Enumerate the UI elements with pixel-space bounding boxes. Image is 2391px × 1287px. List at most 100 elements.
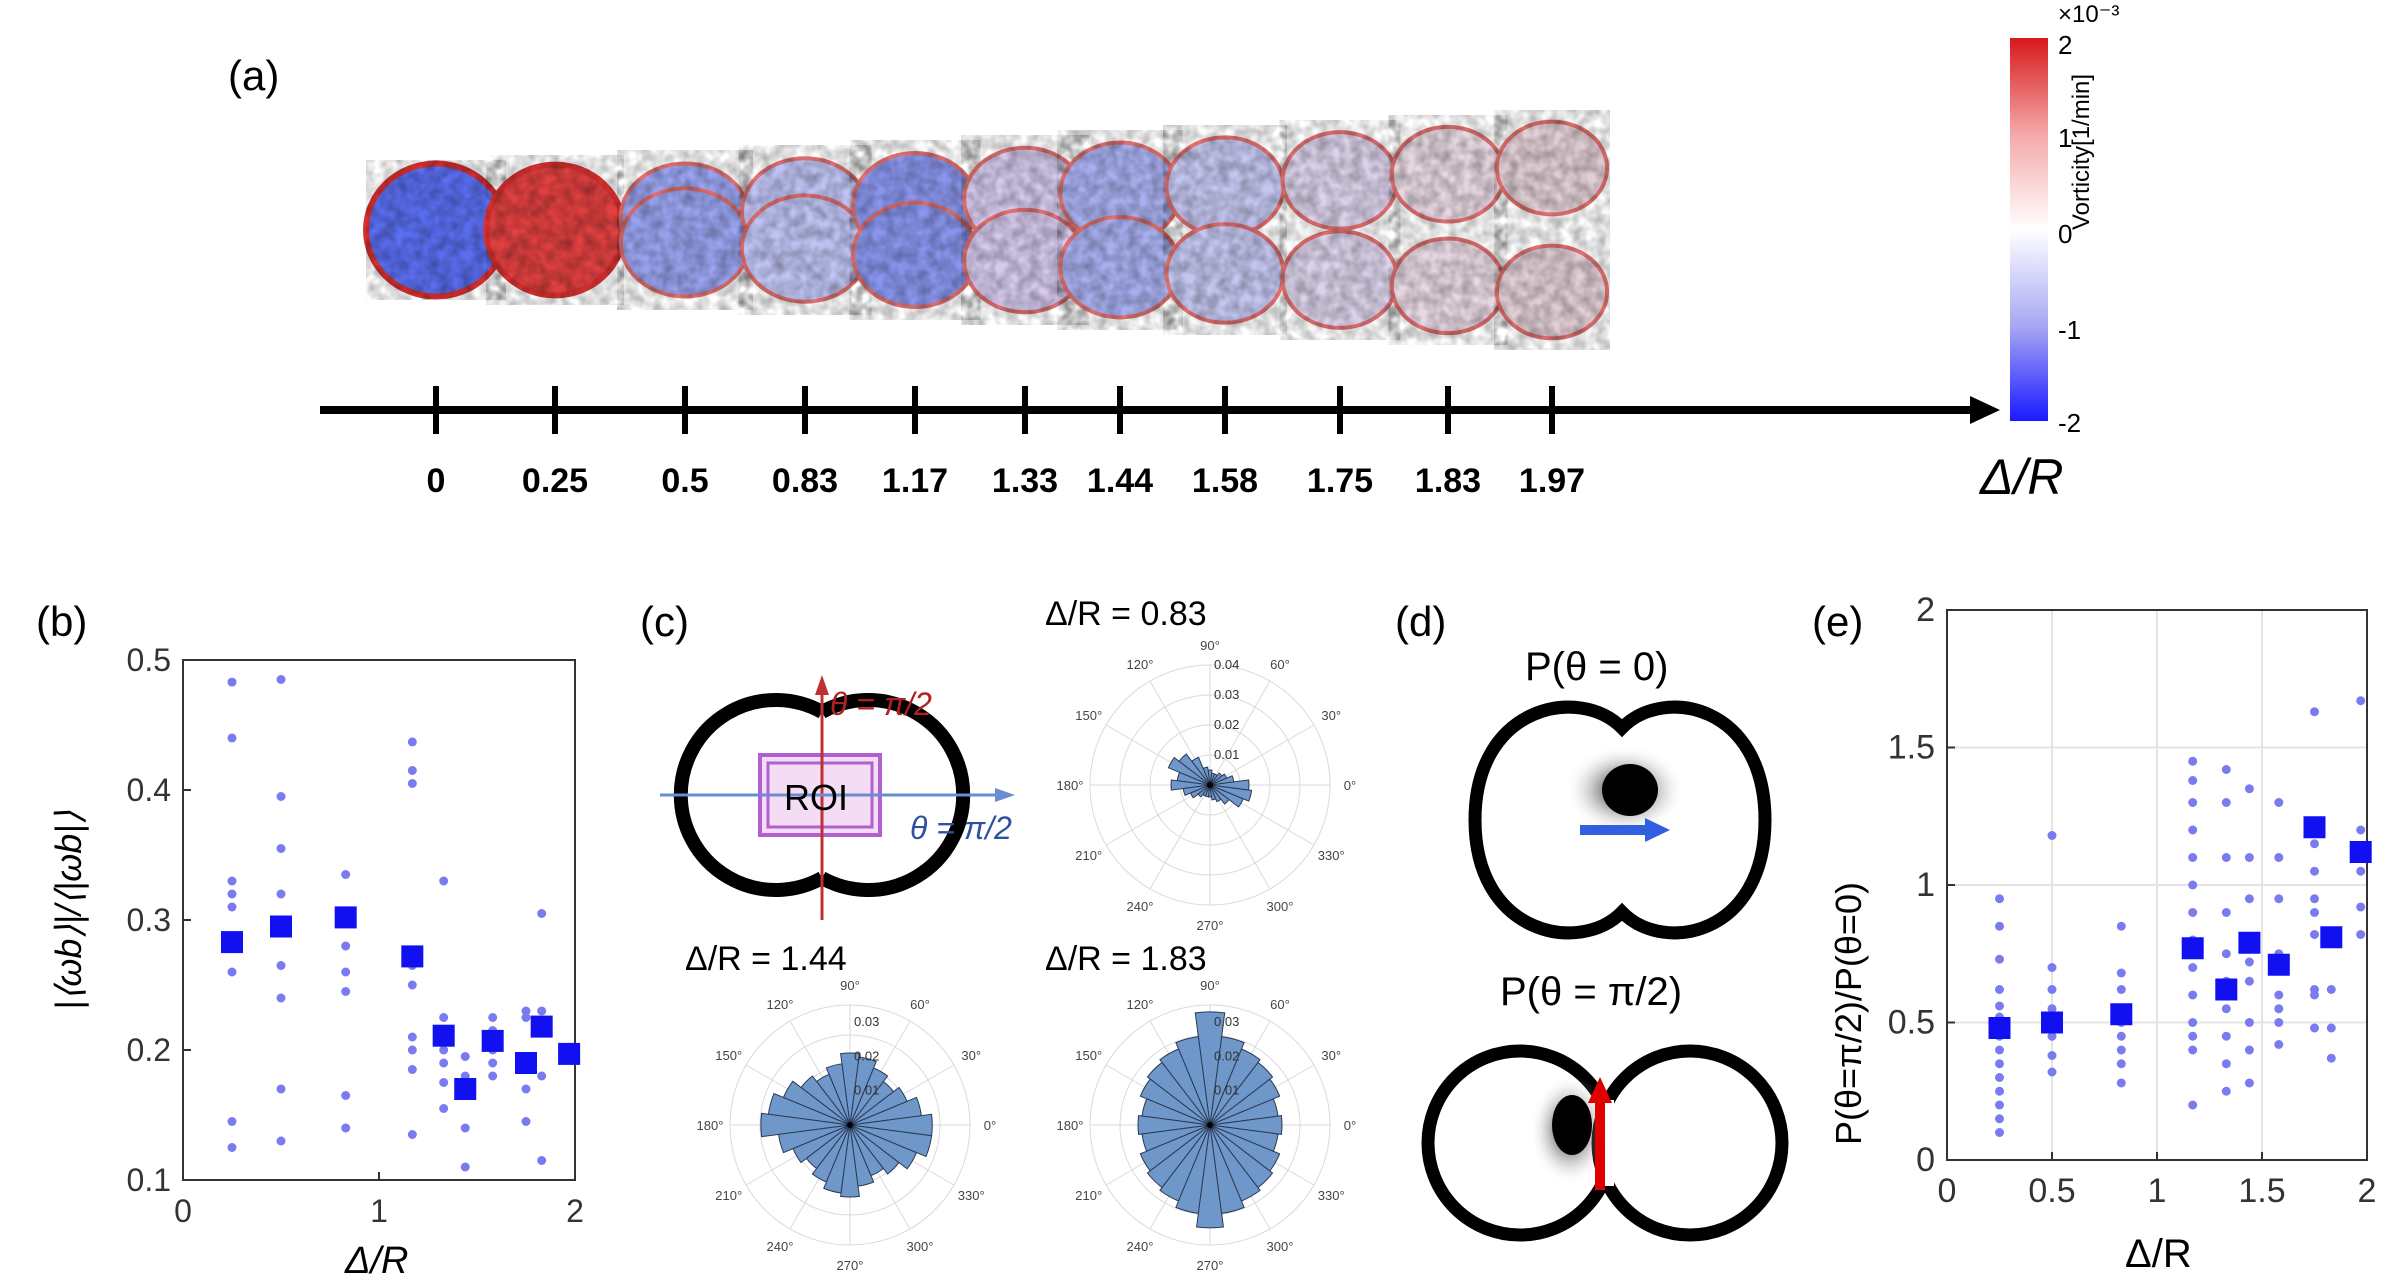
mean-point [334,906,357,929]
data-point [2047,1031,2057,1041]
mean-point [454,1078,477,1100]
data-point [2188,798,2198,807]
x-tick-label: 1.5 [2238,1172,2285,1210]
y-tick-label: 0.5 [127,642,171,678]
vorticity-map [1494,110,1610,350]
data-point [439,1045,449,1055]
data-point [227,902,237,912]
data-point [227,1117,237,1126]
timeline-tick-label: 0.83 [771,462,839,500]
vorticity-texture [366,160,506,300]
polar-title-144: Δ/R = 1.44 [685,940,847,978]
polar-angle-label: 180° [1057,778,1084,793]
data-point [2310,930,2319,939]
data-point [2244,894,2254,904]
data-point [1995,985,2004,994]
polar-angle-label: 210° [715,1188,742,1203]
data-point [2116,1045,2126,1055]
vorticity-texture [617,150,753,310]
polar-angle-label: 180° [1057,1118,1084,1133]
data-point [341,941,351,951]
cell-outline-right [1591,1044,1789,1242]
panel-b-chart: 0 1 2 0.1 0.2 0.3 0.4 0.5 [127,642,584,1229]
x-tick-label: 2 [2358,1172,2377,1210]
data-point [407,779,417,788]
data-point [227,889,237,899]
polar-angle-label: 150° [715,1048,742,1063]
roi-schematic [660,675,1015,920]
data-point [407,1032,417,1042]
x-tick-label: 2 [566,1193,584,1229]
polar-bar [1209,1124,1279,1152]
mean-point [2303,816,2326,839]
panel-d-title-top: P(θ = 0) [1525,645,1669,689]
polar-plot-183: 90° 60° 30° 0° 330° 300° 270° 240° 210° 180° 150° 1… [1057,978,1357,1273]
data-point [2116,1031,2126,1041]
colorbar-tick: 0 [2058,219,2073,249]
data-point [2047,1004,2057,1014]
data-point [1995,1100,2004,1110]
panel-b-label: (b) [36,598,88,645]
vorticity-map [363,160,509,300]
polar-spoke [1209,680,1271,786]
data-point [2221,765,2231,774]
data-point [2244,1078,2254,1088]
data-point [1995,1128,2004,1137]
data-point [276,993,286,1003]
data-point [2244,1018,2254,1027]
vorticity-map [1279,120,1401,340]
polar-bar [792,1124,851,1164]
data-point [407,1130,417,1139]
data-point [276,961,286,970]
polar-radius-label: 0.02 [854,1048,879,1063]
probability-map-theta-0 [1468,700,1772,940]
polar-angle-label: 30° [1321,708,1341,723]
vorticity-texture [1494,110,1610,350]
polar-radius-label: 0.03 [1214,1014,1239,1029]
polar-bar [1167,756,1211,786]
mean-point [270,915,292,938]
data-point [2188,776,2198,785]
data-point [2356,866,2366,876]
mean-point [2238,931,2261,954]
data-point [2356,930,2366,939]
mean-point [2215,978,2238,1001]
data-point [2244,1045,2254,1055]
data-point [341,987,351,996]
polar-radius-label: 0.01 [1214,1083,1239,1098]
data-point [2274,1004,2284,1014]
mean-point [2267,953,2290,976]
data-point [2221,1059,2231,1069]
polar-angle-label: 270° [1197,1258,1224,1273]
polar-angle-label: 210° [1075,848,1102,863]
polar-bar [1137,1115,1211,1135]
panel-d-label: (d) [1395,598,1447,645]
data-point [2188,853,2198,862]
data-point [439,1013,449,1022]
data-point [276,844,286,853]
data-point [460,1052,470,1061]
panel-e-ylabel: P(θ=π/2)/P(θ=0) [1828,882,1869,1145]
mean-point [2181,937,2204,960]
data-point [2188,1100,2198,1110]
data-point [276,675,286,684]
polar-angle-label: 60° [1270,657,1290,672]
timeline-tick-label: 0 [426,462,446,500]
polar-angle-label: 240° [767,1239,794,1254]
data-point [341,1091,351,1100]
data-point [2188,1031,2198,1041]
panel-a-label: (a) [228,52,280,99]
panel-e-xlabel: Δ/R [2125,1232,2192,1276]
data-point [2188,756,2198,766]
data-point [2274,853,2284,862]
probability-peak [1602,764,1658,816]
data-point [2221,1086,2231,1096]
polar-bar [849,1124,933,1158]
polar-angle-label: 0° [1344,1118,1356,1133]
mean-point [432,1024,455,1047]
data-point [2188,908,2198,917]
vorticity-texture [1057,130,1183,330]
mean-point [530,1015,553,1038]
mean-point [221,931,243,954]
data-point [341,967,351,977]
